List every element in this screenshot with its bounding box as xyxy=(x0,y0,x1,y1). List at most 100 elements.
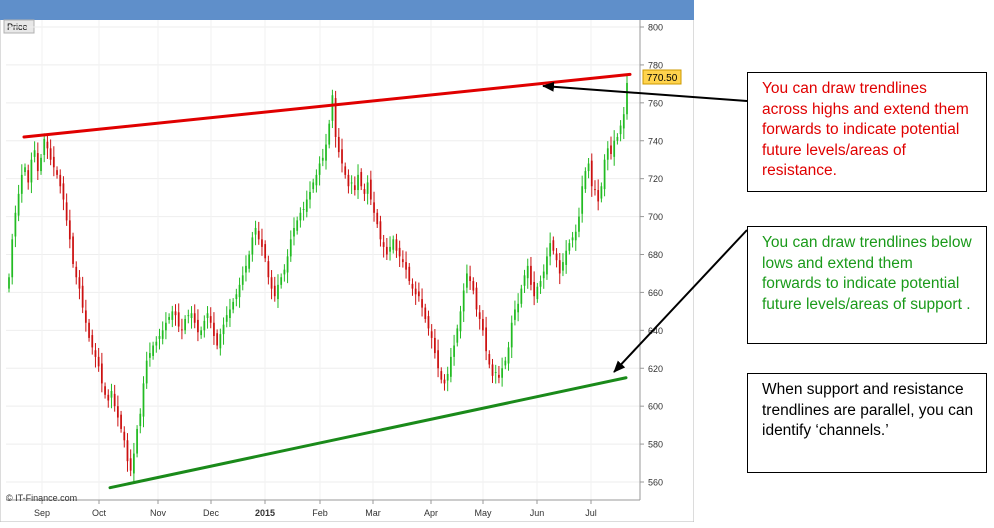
x-tick-label: Dec xyxy=(203,508,220,518)
candle-body xyxy=(328,123,331,145)
y-tick-label: 580 xyxy=(648,440,663,450)
candle-body xyxy=(366,182,369,194)
candle-body xyxy=(193,313,196,323)
last-price-label: 770.50 xyxy=(647,73,678,84)
y-tick-label: 800 xyxy=(648,23,663,33)
candle-body xyxy=(398,247,401,257)
candle-body xyxy=(587,163,590,172)
candle-body xyxy=(453,345,455,357)
candle-body xyxy=(110,391,113,398)
x-tick-label: 2015 xyxy=(255,508,275,518)
candle-body xyxy=(565,250,568,265)
candle-body xyxy=(510,322,513,348)
candle-body xyxy=(302,209,305,210)
candle-body xyxy=(536,286,539,300)
candle-body xyxy=(315,174,318,186)
candle-body xyxy=(456,328,459,343)
candle-body xyxy=(43,138,46,155)
candle-body xyxy=(97,356,100,367)
candle-body xyxy=(238,284,241,298)
x-tick-label: Jul xyxy=(585,508,597,518)
candle-body xyxy=(552,240,555,251)
candle-body xyxy=(84,310,87,323)
candle-body xyxy=(299,212,302,221)
candle-body xyxy=(437,350,439,369)
candle-body xyxy=(606,148,609,160)
y-tick-label: 560 xyxy=(648,478,663,488)
candle-body xyxy=(353,185,356,191)
candle-body xyxy=(446,373,449,381)
candle-body xyxy=(626,82,628,115)
candle-body xyxy=(24,167,26,173)
candle-body xyxy=(357,174,359,191)
candle-body xyxy=(225,315,228,322)
candle-body xyxy=(113,393,116,407)
candle-body xyxy=(40,157,42,172)
candle-body xyxy=(382,242,385,247)
candle-body xyxy=(232,301,235,310)
candle-body xyxy=(466,273,468,288)
candle-body xyxy=(517,303,520,313)
candle-body xyxy=(203,320,206,331)
candle-body xyxy=(133,453,135,474)
price-chart: Price 560 580 600 620 640 660 680 700 720 740 760 7… xyxy=(0,0,694,522)
candle-body xyxy=(174,311,177,316)
candle-body xyxy=(376,212,379,225)
candle-body xyxy=(280,277,283,285)
x-tick-label: Oct xyxy=(92,508,107,518)
candle-body xyxy=(462,290,465,312)
candle-body xyxy=(155,341,158,346)
candle-body xyxy=(78,277,81,289)
candle-body xyxy=(360,172,363,187)
candle-body xyxy=(17,193,20,216)
candle-body xyxy=(145,360,148,384)
candle-body xyxy=(450,356,452,377)
candle-body xyxy=(619,125,622,135)
candle-body xyxy=(104,386,106,395)
candle-body xyxy=(152,345,154,356)
candle-body xyxy=(120,414,122,429)
candle-body xyxy=(75,266,78,278)
candle-body xyxy=(526,265,529,279)
candle-body xyxy=(334,98,337,137)
x-tick-label: Nov xyxy=(150,508,167,518)
candle-body xyxy=(331,95,334,121)
candle-body xyxy=(257,230,260,240)
candle-body xyxy=(578,216,580,232)
candle-body xyxy=(321,157,324,161)
candle-body xyxy=(81,285,84,308)
candle-body xyxy=(405,262,407,270)
y-tick-label: 700 xyxy=(648,212,663,222)
candle-body xyxy=(142,383,145,417)
candle-body xyxy=(286,256,289,273)
candle-body xyxy=(472,281,475,291)
candle-body xyxy=(392,239,395,250)
candle-body xyxy=(514,309,516,320)
candle-body xyxy=(533,281,536,297)
candle-body xyxy=(264,244,267,259)
candle-body xyxy=(293,227,295,237)
candle-body xyxy=(33,150,36,157)
x-tick-label: Apr xyxy=(424,508,438,518)
y-tick-label: 720 xyxy=(648,174,663,184)
candle-body xyxy=(325,144,327,161)
channels-callout: When support and resistance trendlines a… xyxy=(747,373,987,473)
candle-body xyxy=(213,322,215,337)
x-tick-label: Jun xyxy=(530,508,545,518)
candle-body xyxy=(488,354,491,365)
candle-body xyxy=(216,333,219,346)
y-tick-label: 680 xyxy=(648,250,663,260)
candle-body xyxy=(56,170,58,175)
candle-body xyxy=(542,271,545,279)
candle-body xyxy=(494,372,497,374)
candle-body xyxy=(59,174,62,187)
candle-body xyxy=(181,329,183,331)
candle-body xyxy=(161,330,164,339)
candle-body xyxy=(206,313,209,319)
candle-body xyxy=(91,335,94,348)
candle-body xyxy=(187,315,190,317)
candle-body xyxy=(312,182,315,190)
candle-body xyxy=(562,262,564,271)
candle-body xyxy=(8,277,10,289)
candle-body xyxy=(433,337,436,354)
